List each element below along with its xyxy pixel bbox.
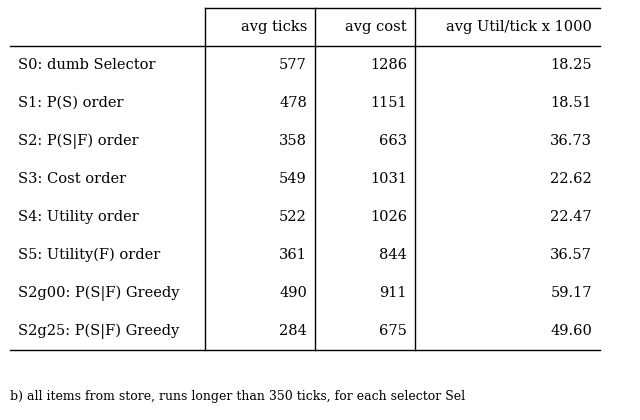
Text: 675: 675 [379, 324, 407, 338]
Text: S0: dumb Selector: S0: dumb Selector [18, 58, 156, 72]
Text: S1: P(S) order: S1: P(S) order [18, 96, 124, 110]
Text: 22.47: 22.47 [550, 210, 592, 224]
Text: 1026: 1026 [370, 210, 407, 224]
Text: S5: Utility(F) order: S5: Utility(F) order [18, 248, 160, 262]
Text: 49.60: 49.60 [550, 324, 592, 338]
Text: 1286: 1286 [370, 58, 407, 72]
Text: 1151: 1151 [371, 96, 407, 110]
Text: 549: 549 [279, 172, 307, 186]
Text: 911: 911 [380, 286, 407, 300]
Text: S2g00: P(S|F) Greedy: S2g00: P(S|F) Greedy [18, 285, 179, 301]
Text: 59.17: 59.17 [550, 286, 592, 300]
Text: 36.73: 36.73 [550, 134, 592, 148]
Text: 36.57: 36.57 [550, 248, 592, 262]
Text: 577: 577 [279, 58, 307, 72]
Text: 490: 490 [279, 286, 307, 300]
Text: 1031: 1031 [370, 172, 407, 186]
Text: 844: 844 [379, 248, 407, 262]
Text: 22.62: 22.62 [550, 172, 592, 186]
Text: avg Util/tick x 1000: avg Util/tick x 1000 [446, 20, 592, 34]
Text: b) all items from store, runs longer than 350 ticks, for each selector Sel: b) all items from store, runs longer tha… [10, 390, 465, 403]
Text: avg cost: avg cost [346, 20, 407, 34]
Text: 522: 522 [279, 210, 307, 224]
Text: 18.51: 18.51 [550, 96, 592, 110]
Text: S2: P(S|F) order: S2: P(S|F) order [18, 133, 139, 149]
Text: S4: Utility order: S4: Utility order [18, 210, 139, 224]
Text: 663: 663 [379, 134, 407, 148]
Text: 284: 284 [279, 324, 307, 338]
Text: S2g25: P(S|F) Greedy: S2g25: P(S|F) Greedy [18, 323, 179, 339]
Text: S3: Cost order: S3: Cost order [18, 172, 126, 186]
Text: 478: 478 [279, 96, 307, 110]
Text: avg ticks: avg ticks [241, 20, 307, 34]
Text: 18.25: 18.25 [550, 58, 592, 72]
Text: 358: 358 [279, 134, 307, 148]
Text: 361: 361 [279, 248, 307, 262]
